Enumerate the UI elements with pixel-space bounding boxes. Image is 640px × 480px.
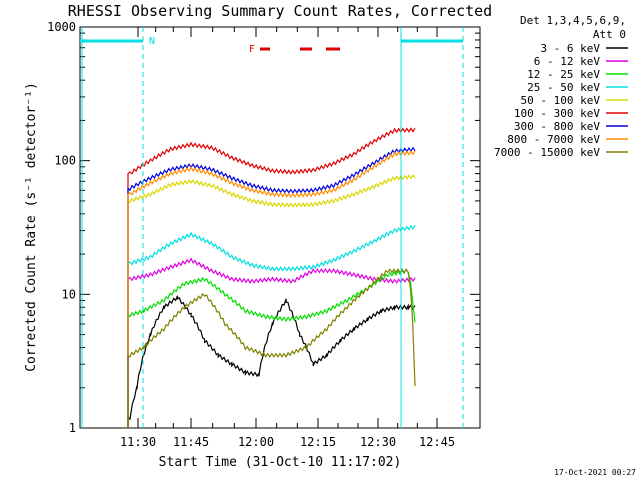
f-label: F [249,44,255,55]
legend-label: 800 - 7000 keV [507,133,600,146]
x-tick-label: 12:30 [360,435,396,449]
legend-label: 6 - 12 keV [534,55,601,68]
legend-label: 25 - 50 keV [527,81,600,94]
legend-header-line1: Det 1,3,4,5,6,9, [520,14,626,27]
legend-label: 12 - 25 keV [527,68,600,81]
series-line [127,268,416,428]
legend-label: 3 - 6 keV [540,42,600,55]
n-label: N [149,36,155,47]
series-line [127,257,416,428]
x-tick-label: 11:45 [173,435,209,449]
series-line [127,268,416,428]
chart-title: RHESSI Observing Summary Count Rates, Co… [68,2,492,20]
series-line [127,127,416,428]
plot-frame [79,26,481,429]
y-tick-label: 1 [69,421,76,435]
x-axis-label: Start Time (31-Oct-10 11:17:02) [159,455,402,470]
y-tick-label: 10 [62,287,76,301]
series-line [127,224,416,428]
y-axis-label: Corrected Count Rate (s⁻¹ detector⁻¹) [24,82,39,372]
x-tick-label: 12:15 [300,435,336,449]
y-tick-label: 1000 [47,20,76,34]
x-tick-label: 12:45 [419,435,455,449]
legend-label: 7000 - 15000 keV [494,146,600,159]
x-tick-label: 12:00 [238,435,274,449]
series-group [127,127,416,428]
legend-header-line2: Att 0 [593,28,626,41]
series-line [127,146,416,428]
tick-labels: 1 10 100 1000 11:30 11:45 12:00 12:15 12:30 12:45 [47,20,455,449]
timestamp: 17-Oct-2021 00:27 [554,468,636,477]
series-line [127,150,416,428]
overlay-group: NF [80,27,464,428]
series-line [127,295,416,428]
legend-label: 100 - 300 keV [514,107,600,120]
legend-label: 50 - 100 keV [521,94,601,107]
plot-area [79,26,481,429]
series-line [127,173,416,428]
y-tick-label: 100 [54,154,76,168]
x-tick-label: 11:30 [120,435,156,449]
legend-label: 300 - 800 keV [514,120,600,133]
